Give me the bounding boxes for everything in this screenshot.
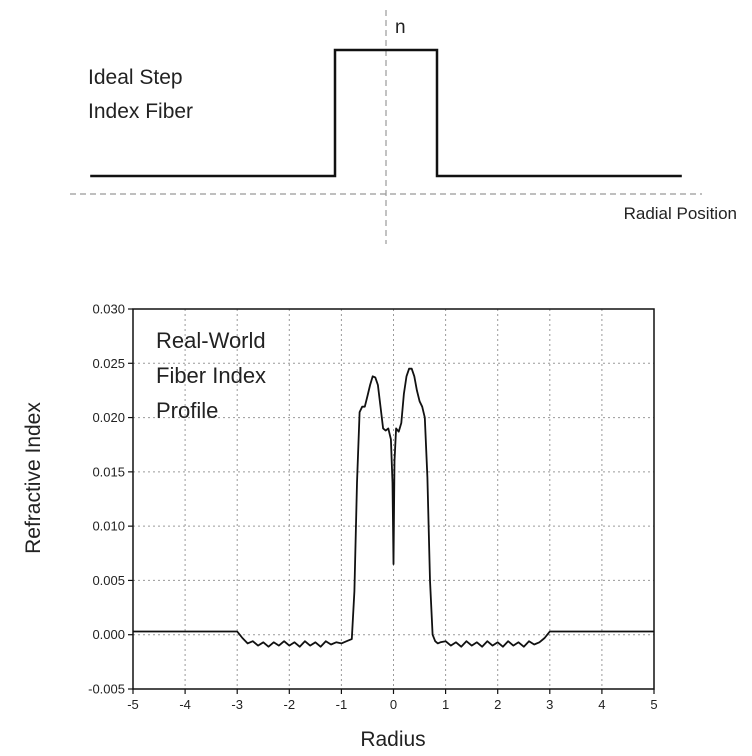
x-tick-label: -4 — [179, 697, 191, 712]
ideal-title-line-2: Index Fiber — [88, 100, 193, 123]
y-tick-label: 0.025 — [92, 356, 125, 371]
annotation-line-2: Fiber Index — [156, 363, 266, 388]
plot-frame — [132, 308, 655, 690]
x-tick-label: 0 — [390, 697, 397, 712]
n-axis-label: n — [395, 17, 406, 38]
annotation-line-1: Real-World — [156, 328, 266, 353]
x-tick-label: 5 — [650, 697, 657, 712]
real-world-panel: -0.005 0.000 0.005 0.010 0.015 0.020 0.025 0.03… — [22, 302, 658, 752]
x-tick-label: 4 — [598, 697, 605, 712]
x-tick-label: -2 — [284, 697, 296, 712]
x-tick-label: 2 — [494, 697, 501, 712]
y-tick-label: 0.000 — [92, 627, 125, 642]
x-tick-label: 3 — [546, 697, 553, 712]
radial-position-label: Radial Position — [624, 204, 737, 223]
y-tick-label: 0.015 — [92, 464, 125, 479]
y-tick-labels: -0.005 0.000 0.005 0.010 0.015 0.020 0.025 0.03… — [88, 302, 133, 697]
ideal-title-line-1: Ideal Step — [88, 66, 183, 89]
y-tick-label: 0.010 — [92, 519, 125, 534]
annotation-line-3: Profile — [156, 398, 218, 423]
x-axis-title: Radius — [360, 728, 425, 751]
y-tick-label: 0.020 — [92, 410, 125, 425]
x-tick-label: -3 — [231, 697, 243, 712]
y-tick-label: 0.005 — [92, 573, 125, 588]
x-tick-label: -5 — [127, 697, 139, 712]
ideal-step-panel: n Radial Position Ideal Step Index Fiber — [70, 10, 737, 244]
x-tick-label: -1 — [336, 697, 348, 712]
refractive-index-series-line — [133, 367, 654, 648]
y-axis-title: Refractive Index — [22, 402, 45, 554]
step-profile-line — [90, 48, 682, 178]
y-tick-label: -0.005 — [88, 682, 125, 697]
y-tick-label: 0.030 — [92, 302, 125, 317]
x-tick-label: 1 — [442, 697, 449, 712]
x-tick-labels: -5 -4 -3 -2 -1 0 1 2 3 4 5 — [127, 689, 658, 712]
